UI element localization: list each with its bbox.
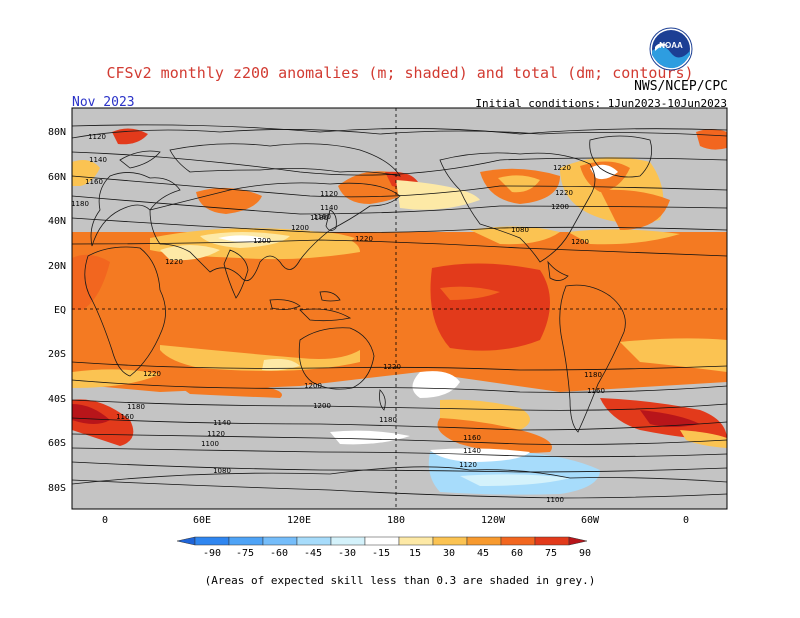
lon-label: 0 <box>683 515 689 526</box>
contour-label: 1180 <box>127 403 145 411</box>
contour-label: 1120 <box>207 430 225 438</box>
colorbar-segment <box>500 536 536 546</box>
contour-label: 1220 <box>383 363 401 371</box>
colorbar-label: -15 <box>372 548 390 559</box>
lat-label: 60S <box>48 438 66 449</box>
lat-axis: 80N 60N 40N 20N EQ 20S 40S 60S 80S <box>48 127 66 494</box>
contour-label: 1120 <box>320 190 338 198</box>
contour-label: 1100 <box>546 496 564 504</box>
map-frame <box>71 107 728 510</box>
contour-label: 1220 <box>143 370 161 378</box>
colorbar-label: -75 <box>236 548 254 559</box>
colorbar-label: 75 <box>545 548 557 559</box>
contour-label: 1200 <box>253 237 271 245</box>
contour-label: 1160 <box>116 413 134 421</box>
colorbar-label: -60 <box>270 548 288 559</box>
lat-label: 80N <box>48 127 66 138</box>
lat-label: 20S <box>48 349 66 360</box>
lon-label: 120W <box>481 515 506 526</box>
lat-label: 20N <box>48 261 66 272</box>
colorbar-label: 30 <box>443 548 455 559</box>
colorbar-segment <box>228 536 264 546</box>
lat-label: 80S <box>48 483 66 494</box>
contour-label: 1180 <box>584 371 602 379</box>
lon-label: 60W <box>581 515 600 526</box>
contour-label: 1140 <box>89 156 107 164</box>
lon-label: 60E <box>193 515 211 526</box>
map-fields <box>72 108 727 509</box>
forecast-month: Nov 2023 <box>72 95 135 110</box>
height-contours <box>72 124 727 499</box>
colorbar-label: 60 <box>511 548 523 559</box>
contour-label: 1100 <box>201 440 219 448</box>
colorbar-label: 15 <box>409 548 421 559</box>
contour-label: 1200 <box>551 203 569 211</box>
colorbar-labels: -90 -75 -60 -45 -30 -15 15 30 45 60 75 9… <box>203 548 591 559</box>
contour-label: 1080 <box>213 467 231 475</box>
initial-conditions: Initial conditions: 1Jun2023-10Jun2023 <box>475 97 727 110</box>
contour-label: 1140 <box>213 419 231 427</box>
contour-label: 1160 <box>463 434 481 442</box>
lon-label: 0 <box>102 515 108 526</box>
contour-label: 1160 <box>313 213 331 221</box>
colorbar-segment <box>398 536 434 546</box>
anomaly-region-pacific-core <box>430 263 550 351</box>
colorbar-segment <box>466 536 502 546</box>
contour-label: 1200 <box>291 224 309 232</box>
contour-label: 1080 <box>511 226 529 234</box>
contour-label: 1180 <box>310 214 328 222</box>
lat-label: 40S <box>48 394 66 405</box>
colorbar-segment <box>432 536 468 546</box>
colorbar-arrow-right <box>568 536 588 546</box>
colorbar-segment <box>534 536 570 546</box>
noaa-logo-icon: NOAA <box>649 27 693 71</box>
contour-label: 1180 <box>379 416 397 424</box>
lon-label: 120E <box>287 515 311 526</box>
lat-label: 60N <box>48 172 66 183</box>
skill-note: (Areas of expected skill less than 0.3 a… <box>204 574 596 587</box>
contour-label: 1200 <box>313 402 331 410</box>
lat-label: EQ <box>54 305 66 316</box>
colorbar-arrow-left <box>176 536 196 546</box>
contour-label: 1180 <box>71 200 89 208</box>
lat-label: 40N <box>48 216 66 227</box>
contour-label: 1220 <box>555 189 573 197</box>
anomaly-region-tropics <box>72 232 727 392</box>
colorbar-label: 45 <box>477 548 489 559</box>
colorbar-segment <box>194 536 230 546</box>
contour-label: 1160 <box>587 387 605 395</box>
colorbar-label: -45 <box>304 548 322 559</box>
chart-title: CFSv2 monthly z200 anomalies (m; shaded)… <box>106 64 694 82</box>
lon-axis: 0 60E 120E 180 120W 60W 0 <box>102 515 689 526</box>
colorbar-label: -90 <box>203 548 221 559</box>
contour-label: 1160 <box>85 178 103 186</box>
colorbar-label: -30 <box>338 548 356 559</box>
coastlines <box>72 129 727 485</box>
contour-label: 1120 <box>459 461 477 469</box>
contour-label: 1200 <box>304 382 322 390</box>
contour-label: 1220 <box>355 235 373 243</box>
contour-label: 1140 <box>463 447 481 455</box>
colorbar-segment <box>364 536 400 546</box>
agency-label: NWS/NCEP/CPC <box>634 79 728 94</box>
contour-label: 1140 <box>320 204 338 212</box>
contour-label: 1220 <box>553 164 571 172</box>
contour-labels: 1120 1140 1160 1180 1200 1220 1220 1200 … <box>71 133 605 504</box>
contour-label: 1120 <box>88 133 106 141</box>
contour-label: 1200 <box>571 238 589 246</box>
colorbar-segment <box>296 536 332 546</box>
colorbar-segment <box>330 536 366 546</box>
noaa-logo-text: NOAA <box>659 41 683 50</box>
contour-label: 1220 <box>165 258 183 266</box>
lon-label: 180 <box>387 515 405 526</box>
colorbar-segment <box>262 536 298 546</box>
colorbar-label: 90 <box>579 548 591 559</box>
colorbar-boxes <box>176 536 588 546</box>
